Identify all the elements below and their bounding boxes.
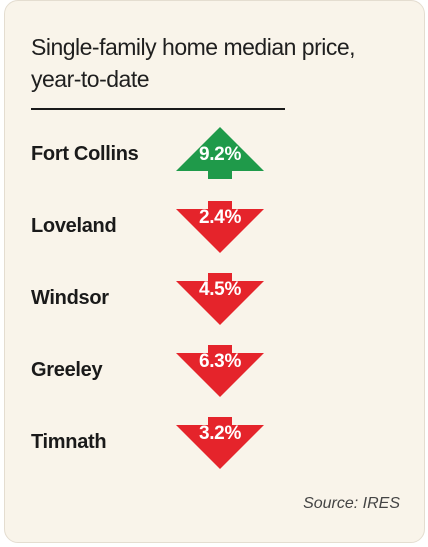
arrow-shape: [176, 127, 264, 179]
arrow-shape: [176, 273, 264, 325]
arrow-down-icon: 3.2%: [176, 413, 264, 473]
table-row: Greeley 6.3%: [5, 341, 424, 401]
table-row: Timnath 3.2%: [5, 413, 424, 473]
arrow-down-icon: 2.4%: [176, 197, 264, 257]
infographic-card: Single-family home median price, year-to…: [4, 0, 425, 543]
arrow-polygon: [176, 201, 264, 253]
percent-change-label: 4.5%: [198, 279, 242, 300]
arrow-up-icon: 9.2%: [176, 125, 264, 185]
city-label: Timnath: [31, 431, 107, 453]
arrow-down-icon: 6.3%: [176, 341, 264, 401]
arrow-polygon: [176, 417, 264, 469]
source-note: Source: IRES: [303, 495, 400, 512]
arrow-shape: [176, 345, 264, 397]
arrow-polygon: [176, 127, 264, 179]
city-label: Loveland: [31, 215, 117, 237]
title-divider: [31, 108, 285, 110]
arrow-shape: [176, 201, 264, 253]
table-row: Loveland 2.4%: [5, 197, 424, 257]
arrow-down-icon: 4.5%: [176, 269, 264, 329]
arrow-polygon: [176, 345, 264, 397]
arrow-shape: [176, 417, 264, 469]
price-change-list: Fort Collins 9.2% Loveland 2.4% Windsor 4.5% G…: [5, 1, 424, 542]
city-label: Windsor: [31, 287, 109, 309]
table-row: Fort Collins 9.2%: [5, 125, 424, 185]
percent-change-label: 2.4%: [198, 207, 242, 228]
city-label: Greeley: [31, 359, 103, 381]
table-row: Windsor 4.5%: [5, 269, 424, 329]
arrow-polygon: [176, 273, 264, 325]
percent-change-label: 6.3%: [198, 351, 242, 372]
city-label: Fort Collins: [31, 143, 139, 165]
chart-title: Single-family home median price, year-to…: [31, 34, 356, 92]
percent-change-label: 3.2%: [198, 423, 242, 444]
percent-change-label: 9.2%: [198, 144, 242, 165]
